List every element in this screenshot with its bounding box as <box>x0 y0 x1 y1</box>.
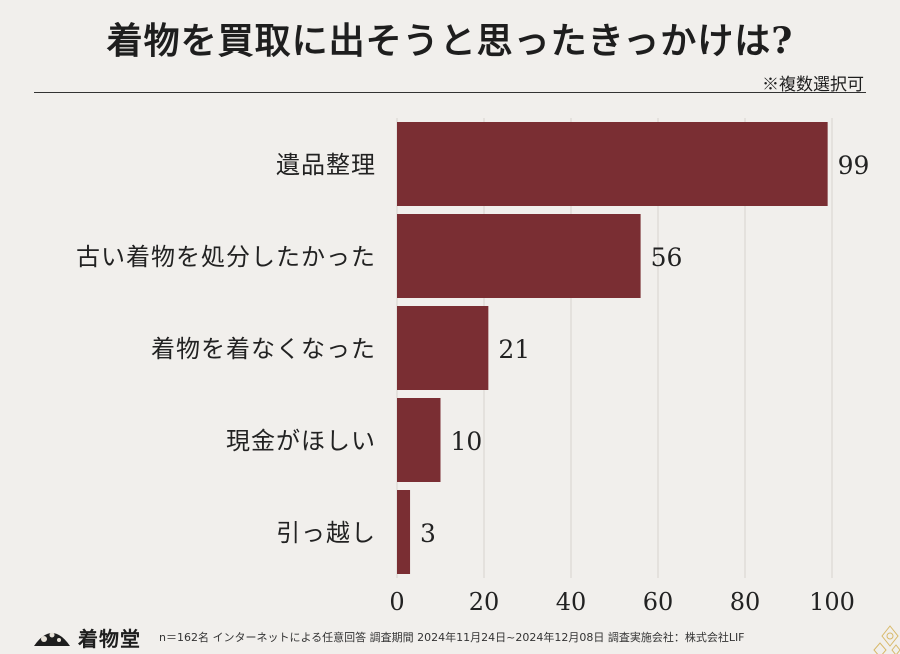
value-label-0: 99 <box>838 151 870 180</box>
value-label-2: 21 <box>498 335 530 364</box>
bar-0 <box>397 122 828 206</box>
survey-footnote: n＝162名 インターネットによる任意回答 調査期間 2024年11月24日~2… <box>159 631 745 644</box>
bar-4 <box>397 490 411 574</box>
brand-name: 着物堂 <box>78 626 141 651</box>
bar-1 <box>397 214 641 298</box>
title-divider <box>34 92 866 93</box>
category-label-0: 遺品整理 <box>276 151 376 179</box>
category-label-4: 引っ越し <box>276 519 376 547</box>
label-layer: 0 20 40 60 80 100 遺品整理 99 古い着物を処分したかった 56 着物を着なくなっ… <box>76 151 869 616</box>
bar-2 <box>397 306 489 390</box>
chart-title: 着物を買取に出そうと思ったきっかけは? <box>106 20 794 62</box>
category-label-3: 現金がほしい <box>226 427 376 455</box>
x-tick-label-80: 80 <box>730 588 761 616</box>
category-label-2: 着物を着なくなった <box>151 335 376 363</box>
category-label-1: 古い着物を処分したかった <box>76 243 376 271</box>
bar-3 <box>397 398 441 482</box>
x-tick-label-60: 60 <box>643 588 674 616</box>
value-label-3: 10 <box>451 427 483 456</box>
gold-floral-corner-icon <box>873 625 900 654</box>
footer: 着物堂 n＝162名 インターネットによる任意回答 調査期間 2024年11月2… <box>0 620 900 654</box>
x-tick-label-20: 20 <box>469 588 500 616</box>
brand-logo: 着物堂 <box>32 623 141 652</box>
x-tick-label-100: 100 <box>809 588 855 616</box>
value-label-4: 3 <box>420 519 436 548</box>
x-tick-label-0: 0 <box>389 588 404 616</box>
value-label-1: 56 <box>651 243 683 272</box>
bar-layer <box>397 122 828 574</box>
x-tick-label-40: 40 <box>556 588 587 616</box>
multiple-choice-note: ※複数選択可 <box>762 75 864 95</box>
fan-logo-icon <box>34 632 70 646</box>
